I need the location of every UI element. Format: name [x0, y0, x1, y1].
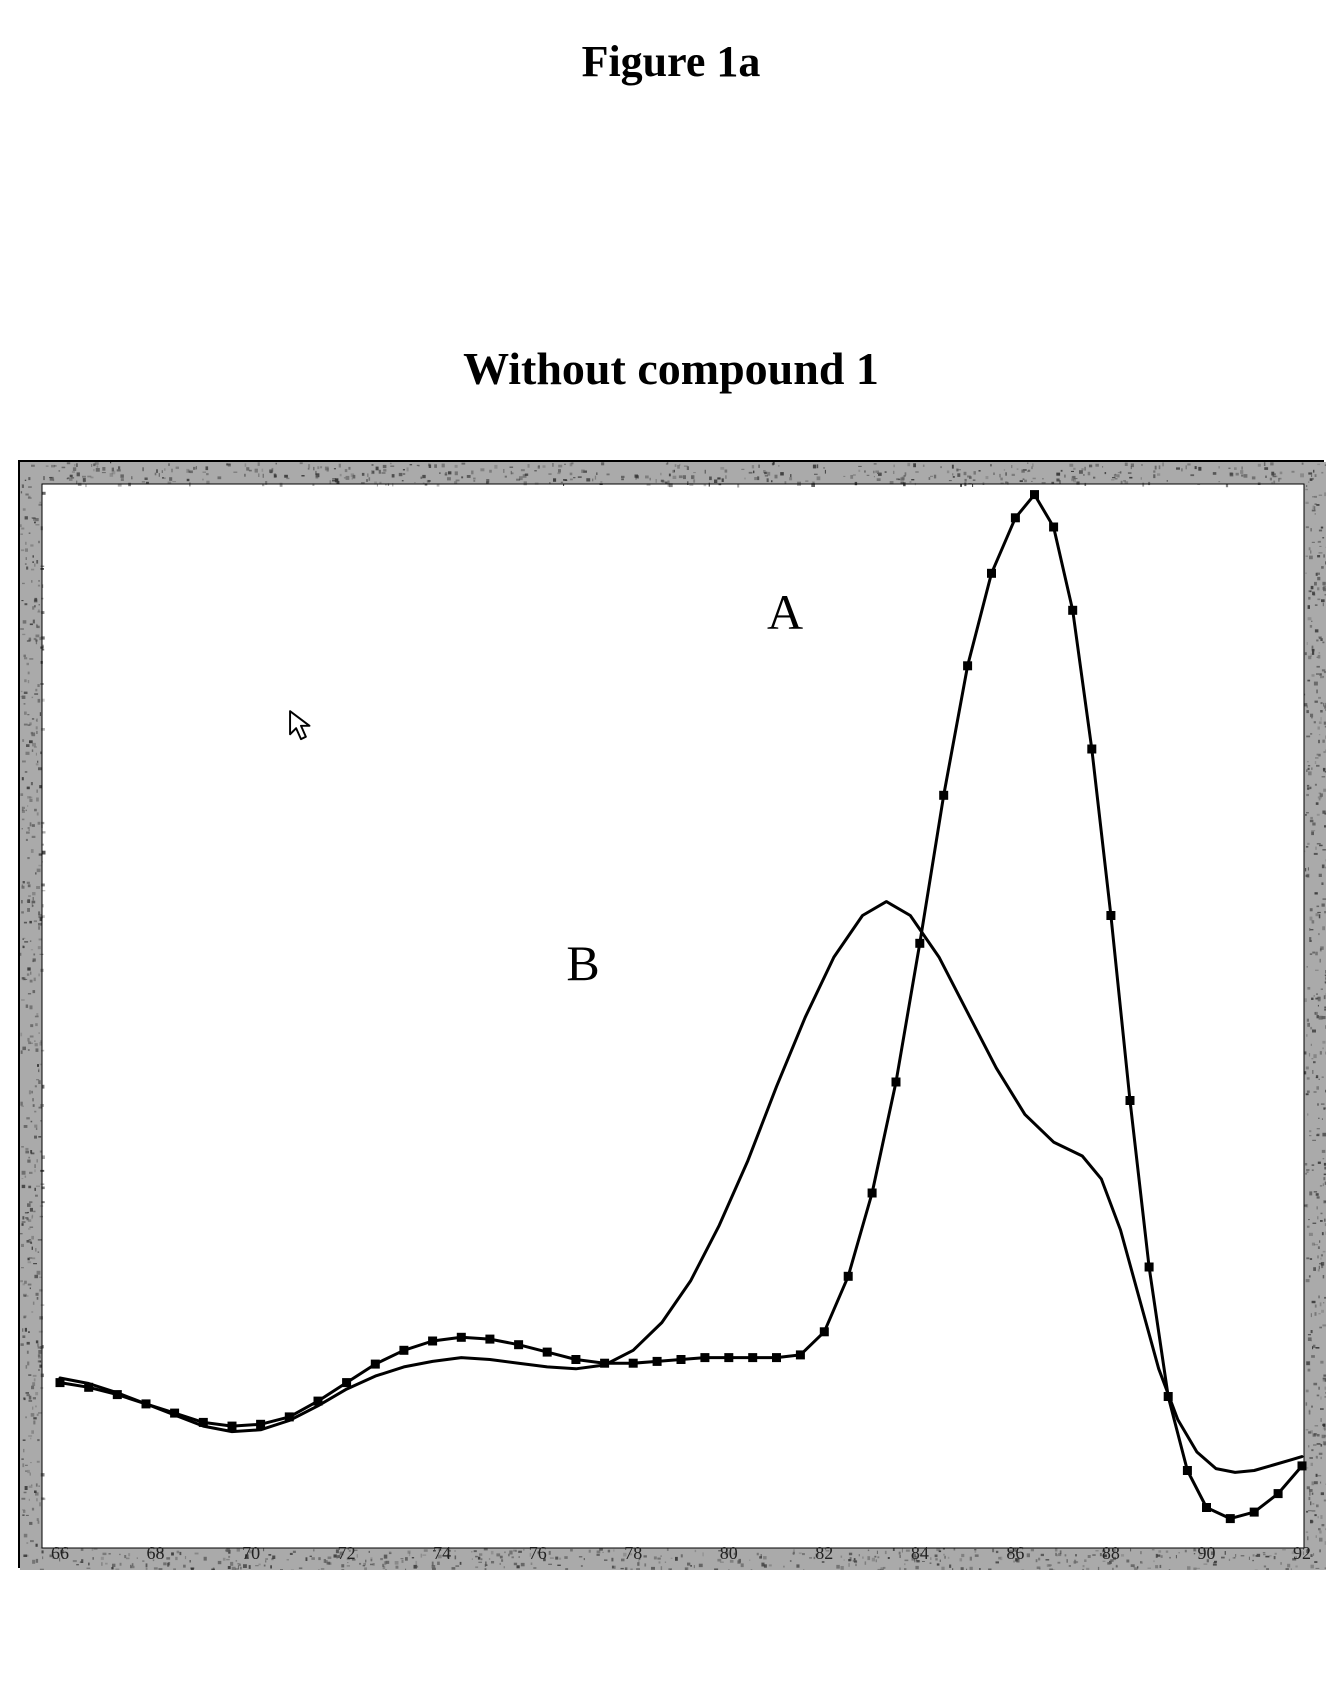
- series-marker-a: [1226, 1514, 1235, 1523]
- series-marker-a: [399, 1346, 408, 1355]
- series-marker-a: [1145, 1263, 1154, 1272]
- series-marker-a: [1202, 1503, 1211, 1512]
- series-marker-a: [1030, 490, 1039, 499]
- series-marker-a: [796, 1350, 805, 1359]
- series-marker-a: [485, 1335, 494, 1344]
- series-line-a: [60, 495, 1302, 1519]
- series-marker-a: [1274, 1489, 1283, 1498]
- series-marker-a: [1011, 513, 1020, 522]
- series-marker-a: [428, 1337, 437, 1346]
- line-chart: [20, 462, 1326, 1570]
- series-marker-a: [1087, 745, 1096, 754]
- series-label-b: B: [566, 934, 599, 992]
- series-marker-a: [724, 1353, 733, 1362]
- series-marker-a: [892, 1078, 901, 1087]
- series-marker-a: [1068, 606, 1077, 615]
- series-marker-a: [939, 791, 948, 800]
- figure-title: Figure 1a: [0, 36, 1342, 87]
- series-marker-a: [1106, 911, 1115, 920]
- series-marker-a: [342, 1378, 351, 1387]
- series-marker-a: [987, 569, 996, 578]
- series-marker-a: [963, 661, 972, 670]
- series-label-a: A: [767, 583, 803, 641]
- series-marker-a: [868, 1189, 877, 1198]
- series-marker-a: [915, 939, 924, 948]
- cursor-icon: [287, 710, 315, 744]
- series-marker-a: [1049, 523, 1058, 532]
- series-marker-a: [844, 1272, 853, 1281]
- series-line-b: [60, 902, 1302, 1473]
- series-marker-a: [1250, 1508, 1259, 1517]
- series-marker-a: [371, 1360, 380, 1369]
- series-marker-a: [1126, 1096, 1135, 1105]
- series-marker-a: [629, 1359, 638, 1368]
- series-marker-a: [228, 1422, 237, 1431]
- series-marker-a: [457, 1333, 466, 1342]
- series-marker-a: [700, 1353, 709, 1362]
- series-marker-a: [514, 1340, 523, 1349]
- series-marker-a: [571, 1355, 580, 1364]
- series-marker-a: [820, 1327, 829, 1336]
- series-marker-a: [772, 1353, 781, 1362]
- series-marker-a: [748, 1353, 757, 1362]
- figure-subtitle: Without compound 1: [0, 342, 1342, 395]
- chart-frame: 6668707274767880828486889092 A B: [18, 460, 1324, 1568]
- series-marker-a: [543, 1348, 552, 1357]
- series-marker-a: [677, 1355, 686, 1364]
- series-marker-a: [1298, 1461, 1307, 1470]
- series-marker-a: [653, 1357, 662, 1366]
- series-marker-a: [1183, 1466, 1192, 1475]
